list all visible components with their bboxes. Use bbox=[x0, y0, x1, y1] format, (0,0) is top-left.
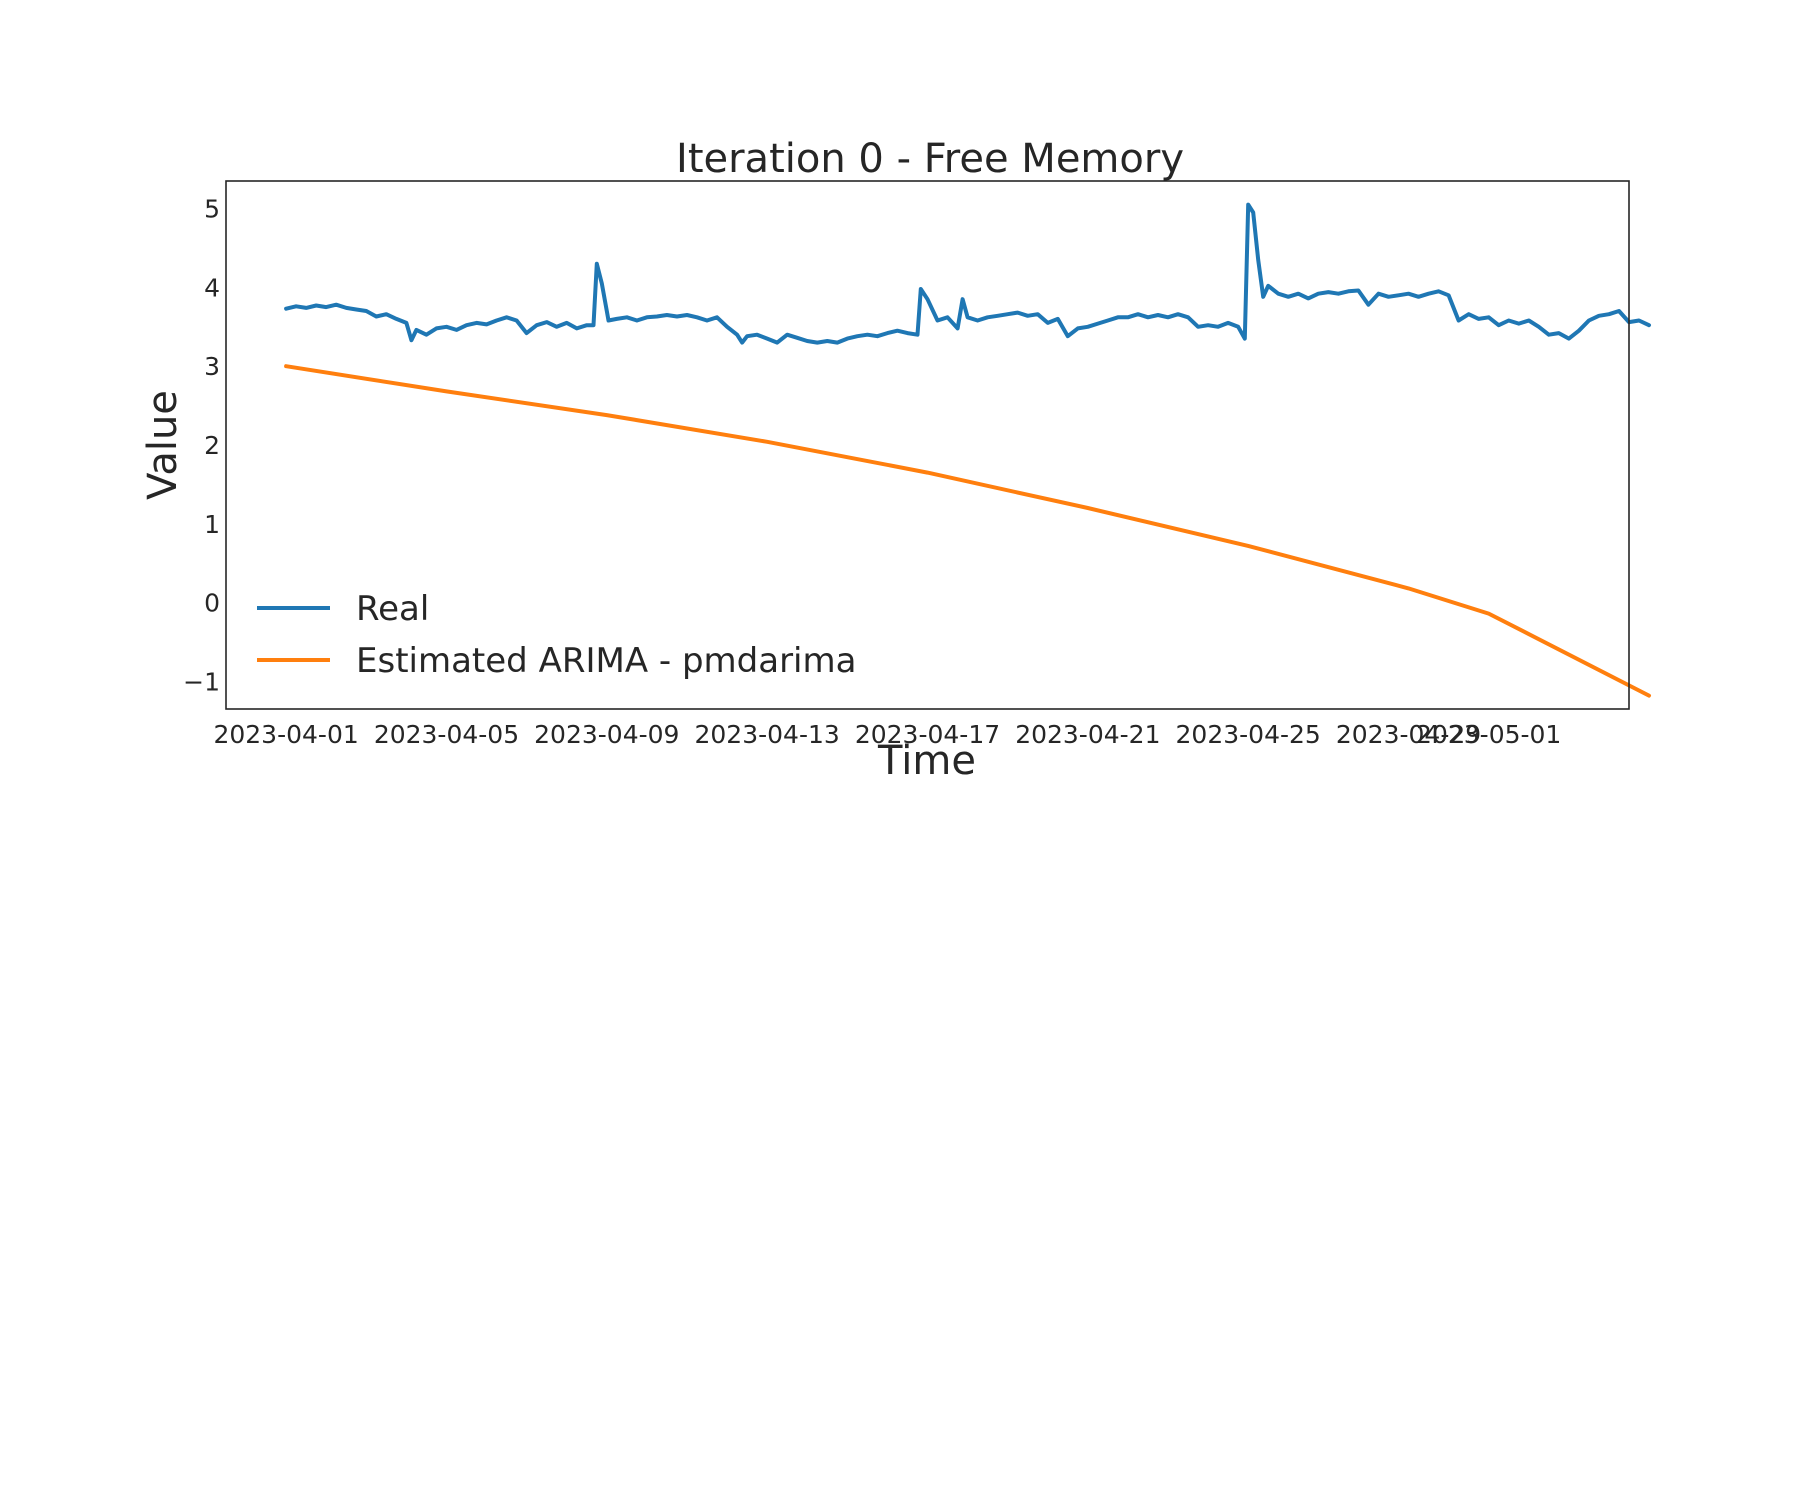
legend: Real Estimated ARIMA - pmdarima bbox=[257, 589, 856, 681]
x-axis: 2023-04-01 2023-04-05 2023-04-09 2023-04-13… bbox=[213, 720, 1561, 749]
x-tick-label: 2023-04-25 bbox=[1176, 720, 1321, 749]
y-tick-label: −1 bbox=[183, 667, 220, 696]
y-axis-label: Value bbox=[140, 390, 186, 500]
y-tick-label: 0 bbox=[204, 589, 220, 618]
x-tick-label: 2023-04-01 bbox=[213, 720, 358, 749]
y-tick-label: 1 bbox=[204, 510, 220, 539]
chart-title: Iteration 0 - Free Memory bbox=[676, 136, 1184, 182]
plot-area bbox=[284, 202, 1651, 698]
plot-frame bbox=[225, 180, 1630, 710]
y-axis: −1 0 1 2 3 4 5 bbox=[183, 195, 220, 697]
x-tick-label: 2023-05-01 bbox=[1416, 720, 1561, 749]
x-tick-label: 2023-04-05 bbox=[374, 720, 519, 749]
series-line-1 bbox=[284, 202, 1651, 345]
y-tick-label: 3 bbox=[204, 352, 220, 381]
x-axis-label: Time bbox=[877, 738, 976, 784]
y-tick-label: 2 bbox=[204, 431, 220, 460]
x-tick-label: 2023-04-21 bbox=[1015, 720, 1160, 749]
x-tick-label: 2023-04-17 bbox=[855, 720, 1000, 749]
x-tick-label: 2023-04-09 bbox=[534, 720, 679, 749]
x-tick-label: 2023-04-13 bbox=[695, 720, 840, 749]
y-tick-label: 4 bbox=[204, 273, 220, 302]
y-tick-label: 5 bbox=[204, 195, 220, 224]
series-line-2 bbox=[284, 364, 1651, 698]
legend-label-1: Real bbox=[356, 589, 429, 629]
x-tick-label: 2023-04-29 bbox=[1336, 720, 1481, 749]
legend-label-2: Estimated ARIMA - pmdarima bbox=[356, 641, 856, 681]
